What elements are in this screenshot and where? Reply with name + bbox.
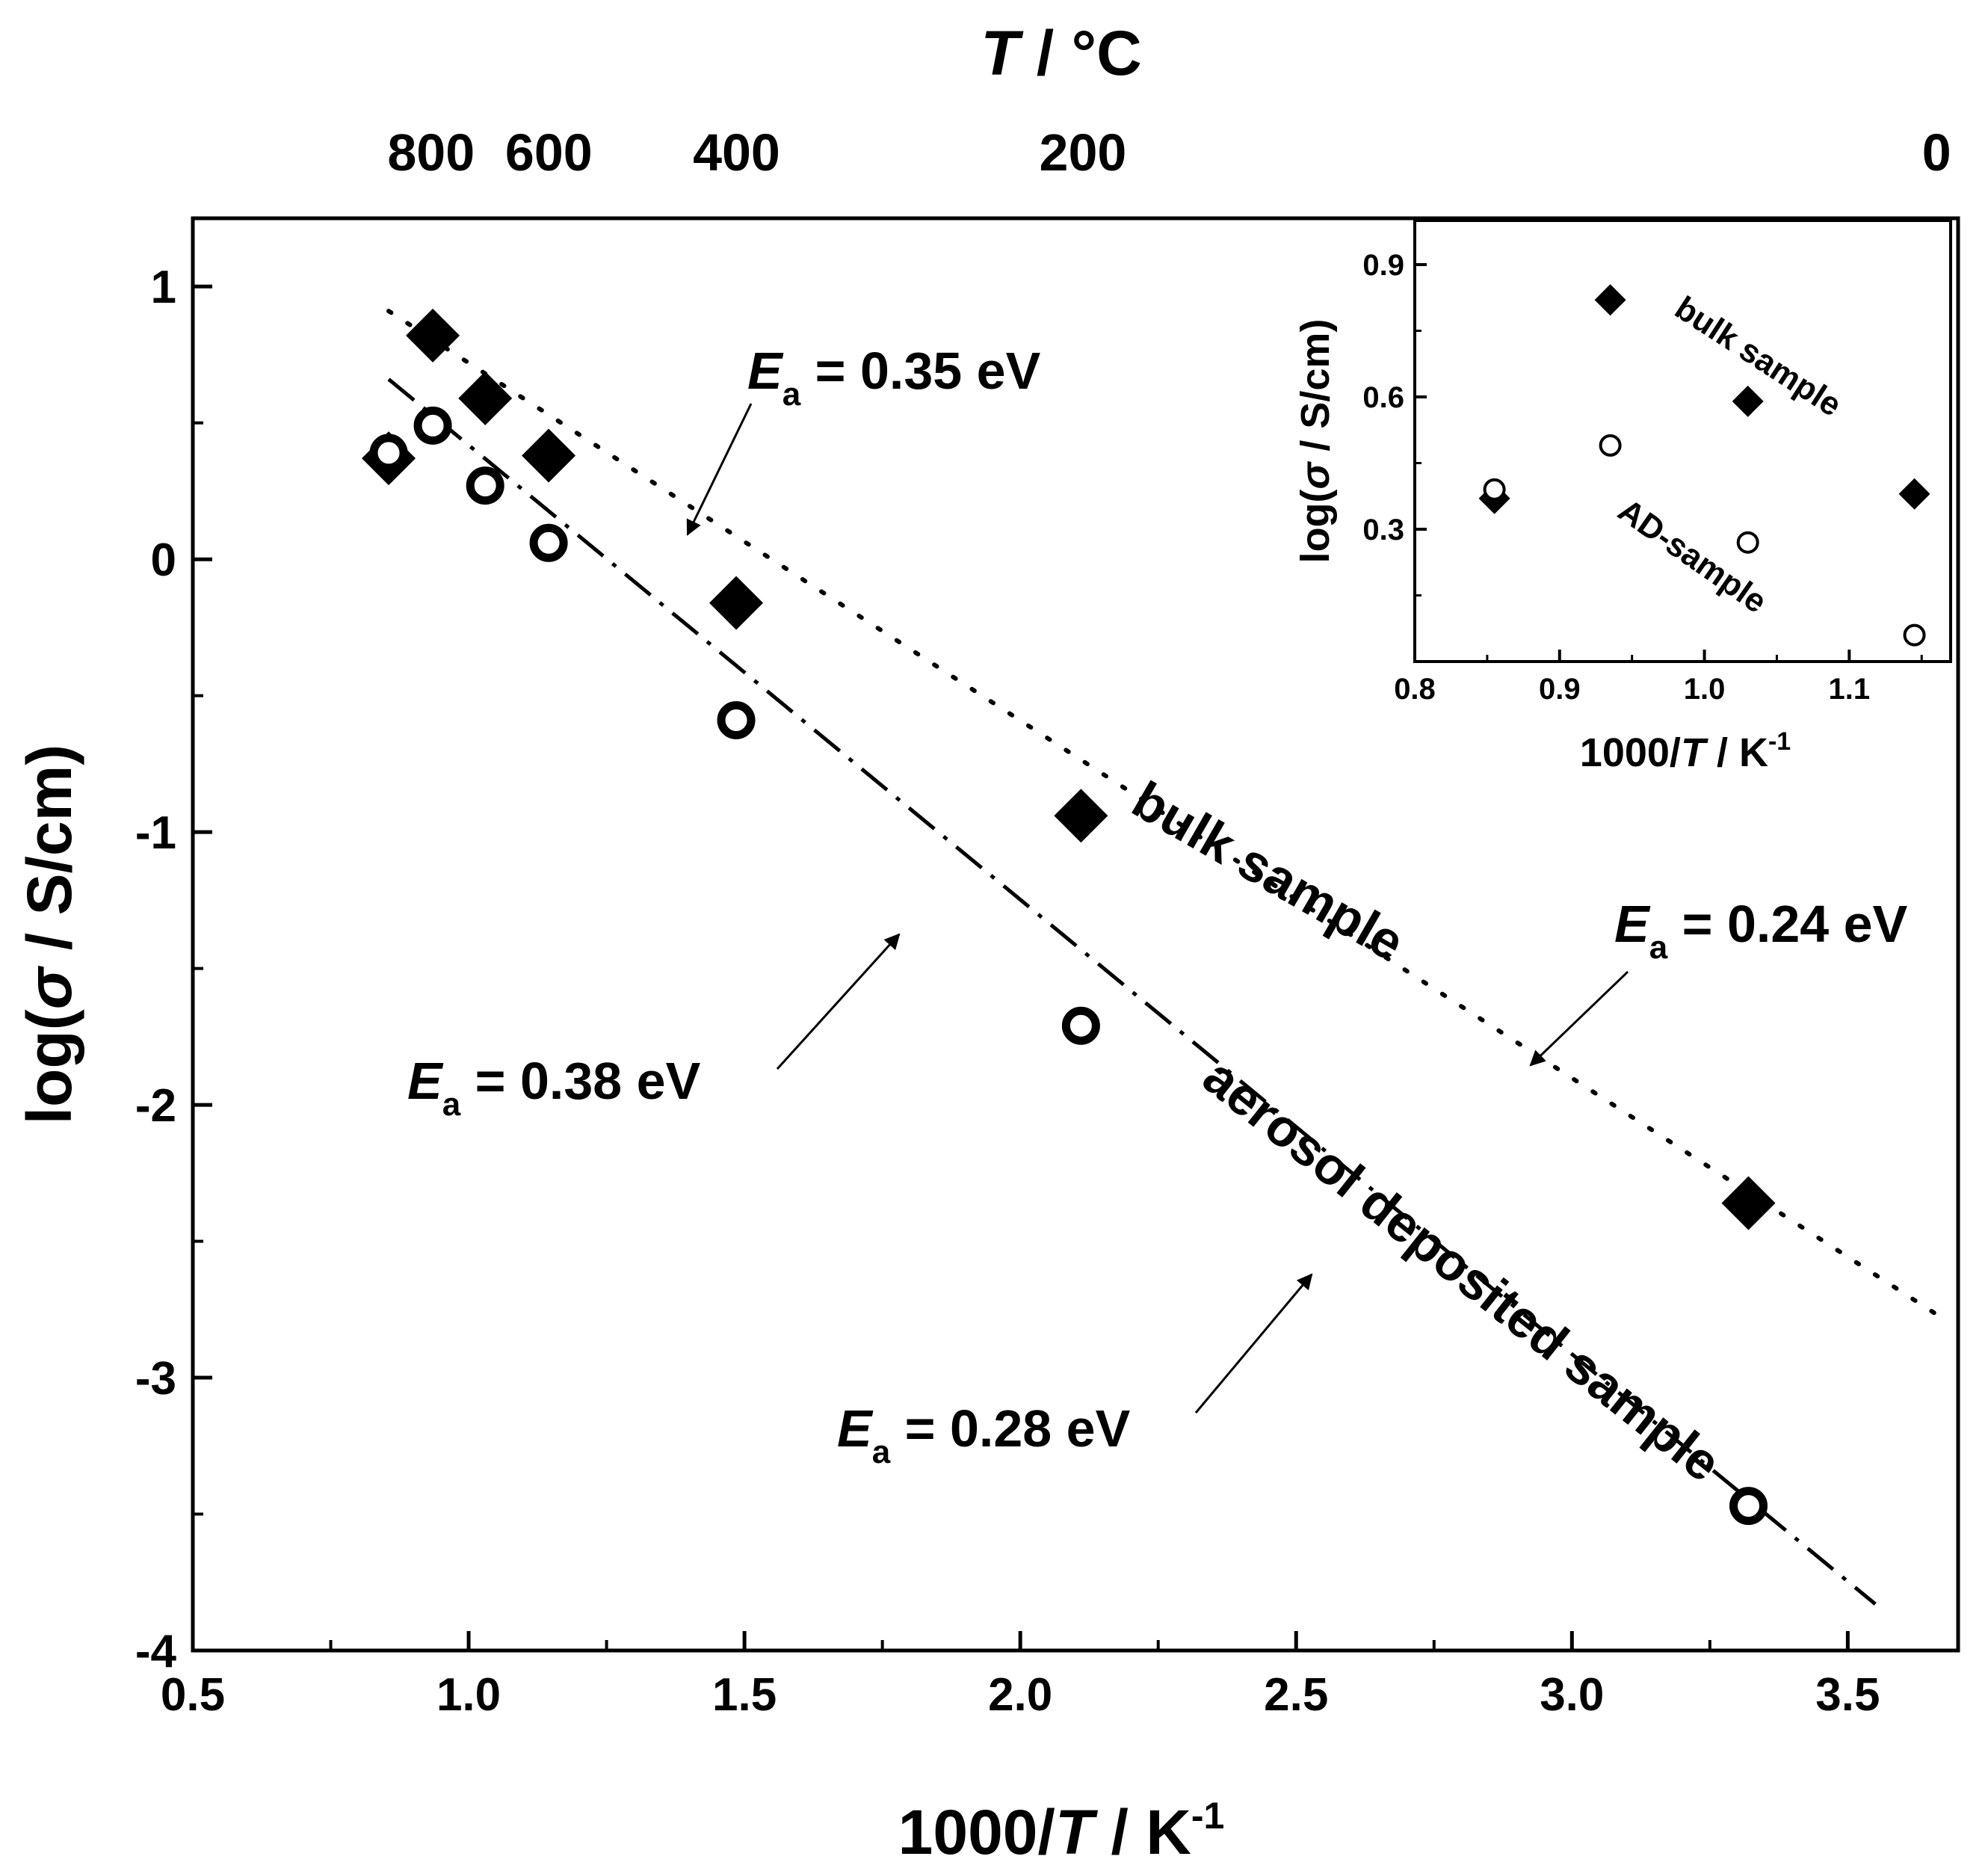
inset-y-tick-label: 0.3 bbox=[1362, 514, 1404, 546]
ea-035-arrow bbox=[686, 403, 753, 536]
inset-x-tick-label: 1.0 bbox=[1684, 673, 1726, 706]
ea-024-annotation: Ea = 0.24 eV bbox=[1614, 895, 1908, 966]
top-tick-label: 400 bbox=[693, 123, 780, 182]
top-tick-label: 0 bbox=[1922, 123, 1951, 182]
y-tick-label: -2 bbox=[135, 1080, 176, 1132]
inset-markers bbox=[1478, 284, 1930, 647]
aerosol-sample-label: aerosol deposited sample bbox=[1193, 1047, 1732, 1493]
inset-plot-frame bbox=[1413, 219, 1952, 663]
inset-bulk-data-point bbox=[1898, 478, 1930, 510]
ea-035-annotation: Ea = 0.35 eV bbox=[747, 342, 1041, 413]
bulk-data-point bbox=[522, 428, 576, 483]
x-tick-label: 2.0 bbox=[988, 1669, 1052, 1721]
inset-ad-data-point bbox=[1903, 623, 1926, 647]
ad-data-point bbox=[717, 701, 756, 740]
x-axis-title: 1000/T / K-1 bbox=[898, 1795, 1225, 1867]
x-tick-label: 1.5 bbox=[712, 1669, 777, 1721]
ea-028-annotation: Ea = 0.28 eV bbox=[837, 1399, 1131, 1470]
ea-024-arrow bbox=[1529, 970, 1629, 1067]
main-plot-frame bbox=[191, 216, 1960, 1653]
inset-y-axis-title: log(σ / S/cm) bbox=[1293, 319, 1338, 564]
inset-ad-data-point bbox=[1483, 478, 1506, 501]
inset-y-tick-label: 0.6 bbox=[1362, 381, 1404, 414]
y-tick-label: -3 bbox=[135, 1353, 176, 1405]
ea-038-annotation: Ea = 0.38 eV bbox=[407, 1052, 701, 1123]
ad-data-point bbox=[1729, 1487, 1768, 1526]
main-markers bbox=[362, 308, 1776, 1526]
y-tick-label: -1 bbox=[135, 807, 176, 859]
top-tick-label: 200 bbox=[1040, 123, 1127, 182]
top-axis-title: T / °C bbox=[981, 18, 1142, 88]
main-axis-ticks: 0.5 1.0 1.5 2.0 2.5 3.0 3.5 1 0 -1 -2 -3 -4 bbox=[135, 262, 1880, 1721]
ad-data-point bbox=[413, 406, 452, 445]
bulk-data-point bbox=[1721, 1176, 1776, 1230]
ea-038-arrow bbox=[776, 933, 901, 1070]
x-tick-label: 0.5 bbox=[161, 1669, 225, 1721]
inset-bulk-data-point bbox=[1732, 385, 1764, 417]
ad-data-point bbox=[369, 434, 408, 472]
inset-y-tick-label: 0.9 bbox=[1362, 249, 1404, 282]
y-tick-label: 0 bbox=[151, 534, 176, 586]
top-tick-label: 800 bbox=[387, 123, 475, 182]
inset-x-tick-label: 0.8 bbox=[1394, 673, 1436, 706]
bulk-data-point bbox=[406, 308, 460, 363]
ea-028-arrow bbox=[1194, 1273, 1313, 1414]
ad-data-point bbox=[1061, 1006, 1100, 1045]
ad-data-point bbox=[466, 466, 504, 505]
bulk-data-point bbox=[1054, 789, 1108, 843]
top-tick-label: 600 bbox=[505, 123, 593, 182]
main-fit-lines bbox=[386, 309, 1944, 1606]
x-tick-label: 3.5 bbox=[1815, 1669, 1880, 1721]
inset-ad-data-point bbox=[1736, 531, 1759, 554]
x-tick-label: 1.0 bbox=[436, 1669, 501, 1721]
y-tick-label: 1 bbox=[151, 262, 176, 313]
inset-x-axis-title: 1000/T / K-1 bbox=[1580, 727, 1791, 775]
bulk-data-point bbox=[458, 371, 513, 425]
inset-axis-ticks: 0.8 0.9 1.0 1.1 0.9 0.6 0.3 bbox=[1362, 249, 1923, 706]
y-axis-title: log(σ / S/cm) bbox=[14, 745, 84, 1124]
ad-data-point bbox=[529, 523, 568, 562]
x-tick-label: 2.5 bbox=[1264, 1669, 1328, 1721]
bulk-data-point bbox=[709, 576, 764, 630]
inset-x-tick-label: 0.9 bbox=[1539, 673, 1581, 706]
inset-bulk-data-point bbox=[1594, 284, 1626, 316]
x-tick-label: 3.0 bbox=[1540, 1669, 1604, 1721]
top-axis-ticks: 800 600 400 200 0 bbox=[387, 123, 1951, 182]
bulk-sample-label: bulk sample bbox=[1123, 770, 1414, 972]
inset-x-tick-label: 1.1 bbox=[1829, 673, 1871, 706]
inset-ad-data-point bbox=[1599, 434, 1622, 457]
ad-fit-line bbox=[387, 377, 1877, 1606]
y-tick-label: -4 bbox=[135, 1626, 177, 1677]
